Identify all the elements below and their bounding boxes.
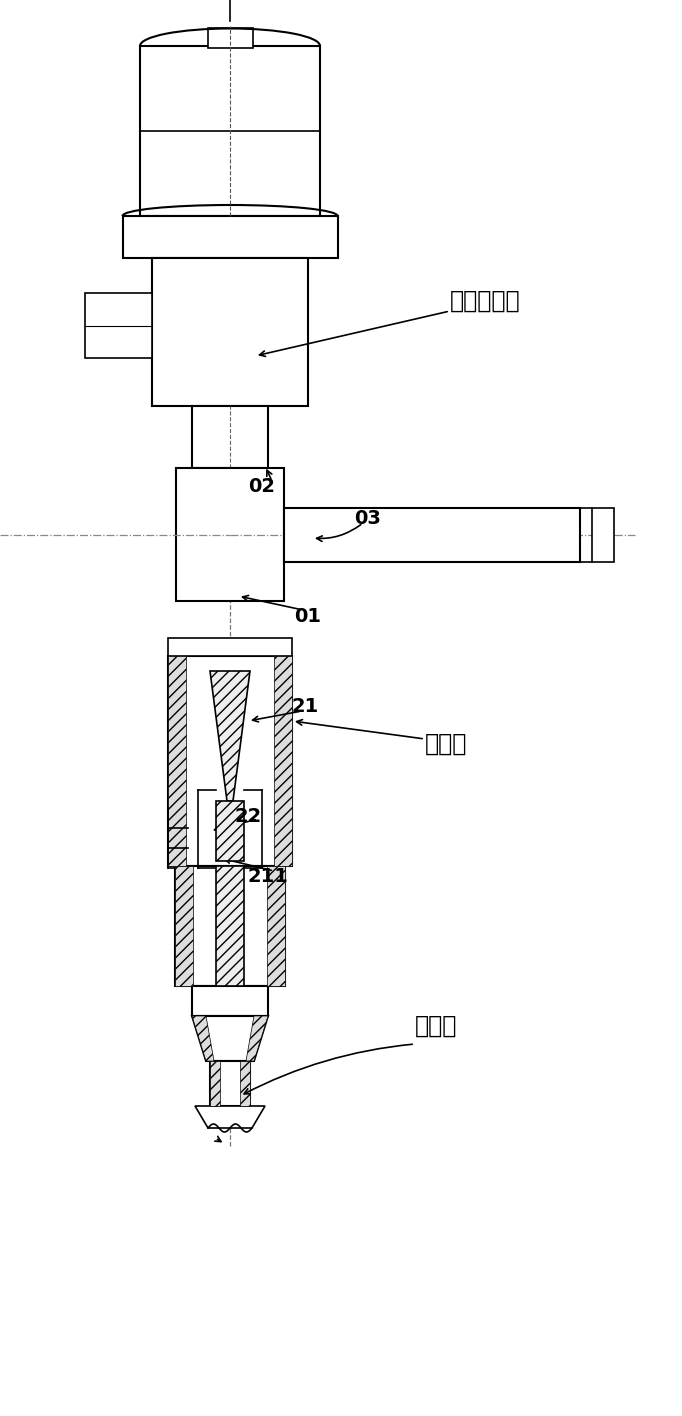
- Text: 211: 211: [248, 867, 288, 885]
- Polygon shape: [267, 867, 285, 986]
- Polygon shape: [240, 1061, 250, 1106]
- Polygon shape: [284, 508, 580, 562]
- Bar: [85, 293, 152, 358]
- Text: 22: 22: [235, 807, 262, 826]
- Bar: [152, 258, 308, 406]
- Text: 02: 02: [248, 477, 276, 496]
- Polygon shape: [216, 867, 244, 986]
- Bar: [208, 28, 253, 48]
- Bar: [140, 45, 320, 217]
- Bar: [176, 469, 284, 600]
- Text: 21: 21: [291, 697, 318, 715]
- Polygon shape: [274, 656, 292, 867]
- Polygon shape: [216, 801, 244, 861]
- Text: 电子膨胀阀: 电子膨胀阀: [450, 289, 520, 313]
- Bar: [192, 986, 268, 1017]
- Polygon shape: [246, 1017, 268, 1061]
- Polygon shape: [210, 1061, 220, 1106]
- Polygon shape: [192, 1017, 214, 1061]
- Bar: [175, 867, 285, 986]
- Bar: [168, 656, 292, 867]
- Bar: [592, 508, 614, 562]
- Text: 03: 03: [355, 508, 381, 528]
- Polygon shape: [192, 1017, 268, 1061]
- Polygon shape: [175, 867, 193, 986]
- Bar: [210, 1061, 250, 1106]
- Text: 铜配管: 铜配管: [415, 1014, 458, 1038]
- Polygon shape: [210, 671, 250, 801]
- Text: 分流器: 分流器: [425, 732, 467, 756]
- Bar: [168, 639, 292, 656]
- Text: 01: 01: [295, 606, 321, 626]
- Polygon shape: [168, 656, 186, 867]
- Bar: [123, 217, 338, 258]
- Bar: [192, 406, 268, 469]
- Polygon shape: [195, 1106, 265, 1129]
